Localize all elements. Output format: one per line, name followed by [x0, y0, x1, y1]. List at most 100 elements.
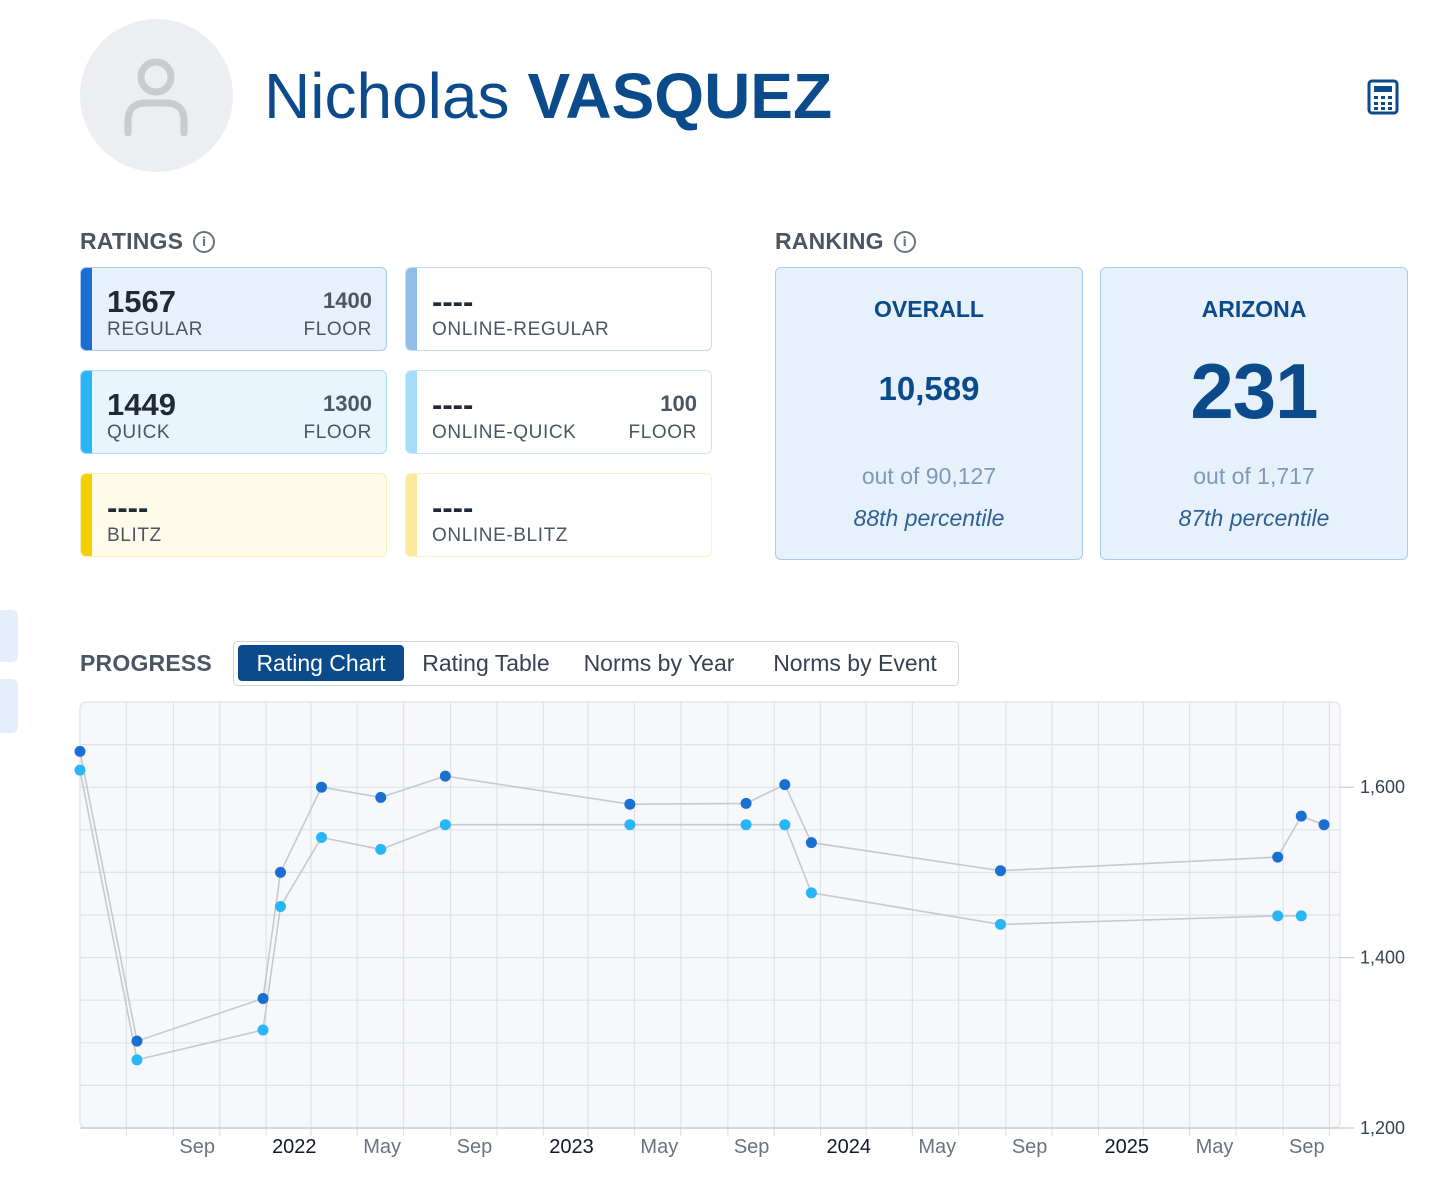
x-tick-label: Sep — [179, 1136, 215, 1158]
floor-label: FLOOR — [303, 422, 372, 443]
rating-value: ---- — [432, 284, 474, 319]
data-point-regular — [740, 797, 752, 809]
data-point-quick — [740, 819, 752, 831]
data-point-regular — [805, 837, 817, 849]
card-stripe — [406, 268, 417, 350]
rating-card-online-regular[interactable]: ---- ONLINE-REGULAR — [405, 267, 712, 351]
card-stripe — [406, 474, 417, 556]
progress-title: PROGRESS — [80, 650, 212, 676]
data-point-regular — [624, 798, 636, 810]
ranking-percentile: 88th percentile — [853, 505, 1005, 531]
tab-rating-table[interactable]: Rating Table — [422, 650, 550, 676]
data-point-regular — [257, 992, 269, 1004]
ranking-state: ARIZONA 231 out of 1,717 87th percentile — [1100, 267, 1408, 560]
data-point-quick — [74, 764, 86, 776]
data-point-quick — [805, 887, 817, 899]
player-first-name: Nicholas — [264, 60, 510, 132]
ranking-out-of: out of 1,717 — [1193, 463, 1315, 489]
rating-card-regular[interactable]: 1567 REGULAR 1400 FLOOR — [80, 267, 387, 351]
ratings-heading: RATINGS i — [80, 228, 216, 255]
data-point-regular — [1318, 819, 1330, 831]
user-icon — [124, 58, 188, 137]
floor-value: 1300 — [323, 391, 372, 416]
data-point-quick — [1272, 910, 1284, 922]
data-point-quick — [624, 819, 636, 831]
ranking-title: OVERALL — [874, 296, 984, 322]
floor-label: FLOOR — [303, 319, 372, 340]
x-tick-label: Sep — [734, 1136, 770, 1158]
calculator-button[interactable] — [1366, 79, 1400, 115]
data-point-quick — [439, 819, 451, 831]
ranking-number: 231 — [1190, 347, 1318, 435]
side-tab[interactable] — [0, 610, 18, 662]
x-tick-label: Sep — [1012, 1136, 1048, 1158]
data-point-regular — [995, 865, 1007, 877]
tab-rating-chart[interactable]: Rating Chart — [238, 645, 404, 681]
calculator-icon — [1367, 79, 1399, 115]
rating-value: 1567 — [107, 284, 176, 319]
ranking-out-of: out of 90,127 — [861, 463, 997, 489]
data-point-regular — [275, 866, 287, 878]
y-tick-label: 1,200 — [1360, 1118, 1405, 1138]
data-point-regular — [1272, 851, 1284, 863]
rating-label: BLITZ — [107, 525, 162, 546]
rating-label: REGULAR — [107, 319, 204, 340]
progress-tabs: Rating Chart Rating Table Norms by Year … — [233, 641, 959, 686]
data-point-regular — [1295, 810, 1307, 822]
rating-card-quick[interactable]: 1449 QUICK 1300 FLOOR — [80, 370, 387, 454]
rating-label: ONLINE-BLITZ — [432, 525, 568, 546]
data-point-quick — [779, 819, 791, 831]
tab-norms-by-event[interactable]: Norms by Event — [773, 650, 937, 676]
rating-label: QUICK — [107, 422, 171, 443]
rating-value: ---- — [432, 387, 474, 422]
player-name: Nicholas VASQUEZ — [264, 58, 832, 134]
ranking-title: RANKING — [775, 228, 884, 254]
data-point-regular — [316, 781, 328, 793]
ranking-heading: RANKING i — [775, 228, 916, 255]
data-point-regular — [375, 791, 387, 803]
series-line-quick — [79, 770, 1302, 1061]
data-point-regular — [779, 779, 791, 791]
floor-label: FLOOR — [628, 422, 697, 443]
y-tick-label: 1,600 — [1360, 777, 1405, 797]
rating-label: ONLINE-QUICK — [432, 422, 577, 443]
data-point-quick — [275, 900, 287, 912]
rating-chart: 1,200 1,400 1,600 Sep 2022 May Sep 2023 May Sep 20… — [74, 701, 1405, 1158]
rating-card-online-quick[interactable]: ---- ONLINE-QUICK 100 FLOOR — [405, 370, 712, 454]
floor-value: 100 — [660, 391, 697, 416]
data-point-regular — [131, 1035, 143, 1047]
data-point-quick — [316, 831, 328, 843]
ranking-title: ARIZONA — [1201, 296, 1307, 322]
data-point-quick — [375, 843, 387, 855]
x-tick-label: Sep — [457, 1136, 493, 1158]
tab-norms-by-year[interactable]: Norms by Year — [583, 650, 735, 676]
data-point-quick — [131, 1054, 143, 1066]
x-tick-label: May — [363, 1136, 401, 1158]
x-tick-label: 2022 — [272, 1136, 317, 1158]
x-tick-label: May — [640, 1136, 678, 1158]
data-point-quick — [1295, 910, 1307, 922]
x-tick-label: May — [918, 1136, 956, 1158]
floor-value: 1400 — [323, 288, 372, 313]
card-stripe — [81, 371, 92, 453]
ranking-percentile: 87th percentile — [1178, 505, 1330, 531]
card-stripe — [81, 474, 92, 556]
card-stripe — [81, 268, 92, 350]
x-tick-label: 2025 — [1104, 1136, 1149, 1158]
rating-card-online-blitz[interactable]: ---- ONLINE-BLITZ — [405, 473, 712, 557]
y-tick-label: 1,400 — [1360, 948, 1405, 968]
ranking-overall: OVERALL 10,589 out of 90,127 88th percen… — [775, 267, 1083, 560]
data-point-regular — [74, 745, 86, 757]
data-point-regular — [439, 770, 451, 782]
data-point-quick — [257, 1024, 269, 1036]
rating-label: ONLINE-REGULAR — [432, 319, 610, 340]
rating-value: 1449 — [107, 387, 176, 422]
rating-card-blitz[interactable]: ---- BLITZ — [80, 473, 387, 557]
info-icon[interactable]: i — [193, 231, 216, 253]
side-tab[interactable] — [0, 679, 18, 733]
ranking-number: 10,589 — [878, 370, 980, 407]
data-point-quick — [995, 918, 1007, 930]
ratings-title: RATINGS — [80, 228, 184, 254]
x-tick-label: May — [1196, 1136, 1234, 1158]
info-icon[interactable]: i — [893, 231, 916, 253]
